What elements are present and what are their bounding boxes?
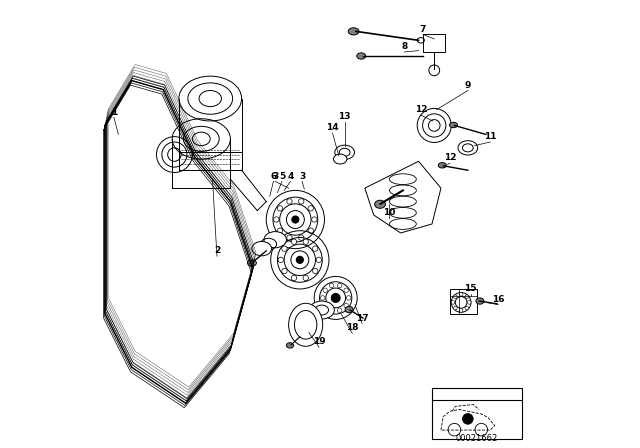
Circle shape bbox=[312, 246, 318, 251]
Bar bbox=[179, 152, 242, 170]
Circle shape bbox=[298, 199, 304, 204]
Circle shape bbox=[291, 275, 297, 280]
Circle shape bbox=[332, 293, 340, 302]
Circle shape bbox=[277, 206, 283, 211]
Circle shape bbox=[303, 239, 308, 245]
Circle shape bbox=[321, 296, 325, 300]
Circle shape bbox=[282, 246, 287, 251]
Circle shape bbox=[454, 295, 457, 298]
Circle shape bbox=[346, 296, 351, 300]
Ellipse shape bbox=[252, 241, 271, 256]
Bar bbox=[423, 34, 445, 52]
Circle shape bbox=[316, 257, 321, 263]
Text: 14: 14 bbox=[326, 123, 339, 132]
Circle shape bbox=[282, 268, 287, 274]
Text: 8: 8 bbox=[401, 42, 407, 51]
Circle shape bbox=[291, 239, 297, 245]
Circle shape bbox=[465, 306, 468, 310]
Circle shape bbox=[312, 268, 318, 274]
Text: 11: 11 bbox=[484, 132, 497, 141]
Text: 13: 13 bbox=[339, 112, 351, 121]
Text: 19: 19 bbox=[313, 337, 325, 346]
Circle shape bbox=[287, 199, 292, 204]
Text: 15: 15 bbox=[464, 284, 477, 293]
Text: 3: 3 bbox=[272, 172, 278, 181]
Text: 16: 16 bbox=[492, 295, 504, 304]
Ellipse shape bbox=[476, 298, 484, 304]
Circle shape bbox=[460, 293, 463, 296]
Text: 3: 3 bbox=[299, 172, 305, 181]
Circle shape bbox=[451, 301, 455, 304]
Polygon shape bbox=[365, 161, 441, 233]
Text: 5: 5 bbox=[279, 172, 285, 181]
Circle shape bbox=[303, 275, 308, 280]
Ellipse shape bbox=[287, 343, 294, 348]
Ellipse shape bbox=[374, 200, 385, 208]
Ellipse shape bbox=[356, 53, 365, 59]
Circle shape bbox=[292, 216, 299, 223]
Ellipse shape bbox=[345, 306, 353, 313]
Circle shape bbox=[465, 295, 468, 298]
Ellipse shape bbox=[348, 28, 359, 35]
Ellipse shape bbox=[248, 260, 257, 266]
Text: 10: 10 bbox=[383, 208, 396, 217]
Text: 12: 12 bbox=[415, 105, 427, 114]
Bar bbox=[432, 388, 522, 439]
Circle shape bbox=[308, 206, 314, 211]
Text: 4: 4 bbox=[287, 172, 294, 181]
Ellipse shape bbox=[438, 163, 446, 168]
Text: 12: 12 bbox=[444, 153, 456, 162]
Ellipse shape bbox=[333, 154, 347, 164]
Ellipse shape bbox=[264, 232, 287, 248]
Circle shape bbox=[344, 303, 348, 308]
Circle shape bbox=[467, 301, 471, 304]
Circle shape bbox=[463, 414, 473, 424]
Text: 2: 2 bbox=[214, 246, 220, 255]
Circle shape bbox=[344, 288, 348, 293]
Bar bbox=[450, 289, 477, 314]
Text: 1: 1 bbox=[111, 108, 117, 116]
Circle shape bbox=[337, 283, 342, 288]
Ellipse shape bbox=[289, 303, 323, 346]
Circle shape bbox=[323, 288, 328, 293]
Text: 18: 18 bbox=[346, 323, 358, 332]
Ellipse shape bbox=[449, 122, 458, 128]
Text: 6: 6 bbox=[270, 172, 276, 181]
Circle shape bbox=[330, 308, 334, 313]
Circle shape bbox=[277, 228, 283, 233]
Circle shape bbox=[296, 256, 303, 263]
Circle shape bbox=[330, 283, 334, 288]
Circle shape bbox=[308, 228, 314, 233]
Circle shape bbox=[287, 235, 292, 240]
Circle shape bbox=[274, 217, 279, 222]
Text: 7: 7 bbox=[420, 25, 426, 34]
Text: 9: 9 bbox=[465, 81, 471, 90]
Text: 17: 17 bbox=[356, 314, 369, 323]
Circle shape bbox=[278, 257, 284, 263]
Circle shape bbox=[460, 309, 463, 312]
Circle shape bbox=[298, 235, 304, 240]
Circle shape bbox=[312, 217, 317, 222]
Text: 00021662: 00021662 bbox=[456, 434, 498, 443]
Circle shape bbox=[323, 303, 328, 308]
Circle shape bbox=[454, 306, 457, 310]
Ellipse shape bbox=[309, 301, 334, 319]
Circle shape bbox=[337, 308, 342, 313]
